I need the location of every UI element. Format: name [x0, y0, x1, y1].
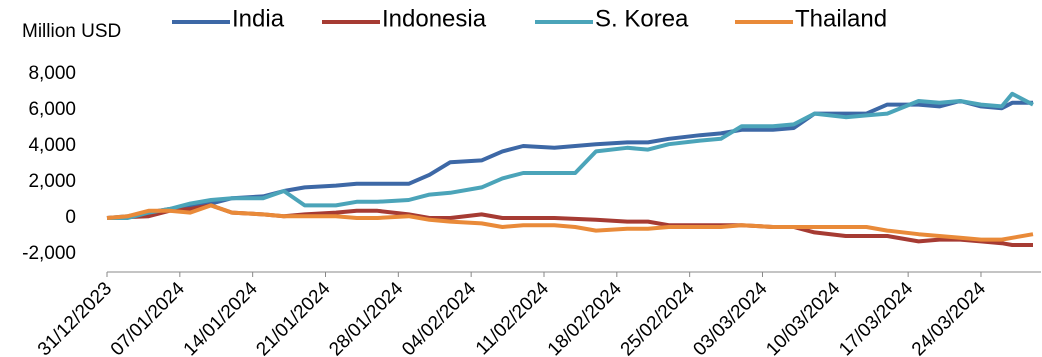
- x-tick-label: 25/02/2024: [617, 278, 699, 357]
- x-tick-label: 03/03/2024: [689, 278, 771, 357]
- y-tick-label: 6,000: [28, 99, 76, 120]
- line-series: [106, 99, 1033, 220]
- y-tick-label: 4,000: [28, 135, 76, 156]
- legend-label: Thailand: [795, 5, 887, 32]
- line-series: [107, 91, 1034, 220]
- line-series: [106, 203, 1034, 242]
- x-tick-label: 04/02/2024: [398, 278, 480, 357]
- y-tick-label: -2,000: [22, 243, 76, 264]
- x-tick-label: 07/01/2024: [107, 278, 189, 357]
- legend-label: S. Korea: [595, 5, 689, 32]
- x-tick-label: 14/01/2024: [180, 278, 262, 357]
- y-axis-label: Million USD: [22, 21, 121, 42]
- y-tick-label: 2,000: [28, 171, 76, 192]
- x-tick-label: 10/03/2024: [762, 278, 844, 357]
- x-tick-label: 31/12/2023: [34, 278, 116, 357]
- y-tick-label: 8,000: [28, 63, 76, 84]
- x-tick-label: 21/01/2024: [252, 278, 334, 357]
- x-tick-label: 24/03/2024: [908, 278, 990, 357]
- legend-label: Indonesia: [382, 5, 487, 32]
- x-tick-label: 28/01/2024: [325, 278, 407, 357]
- x-tick-label: 11/02/2024: [472, 278, 553, 357]
- x-tick-label: 18/02/2024: [544, 278, 626, 357]
- legend-label: India: [232, 5, 285, 32]
- y-tick-label: 0: [65, 207, 76, 228]
- x-tick-label: 17/03/2024: [835, 278, 917, 357]
